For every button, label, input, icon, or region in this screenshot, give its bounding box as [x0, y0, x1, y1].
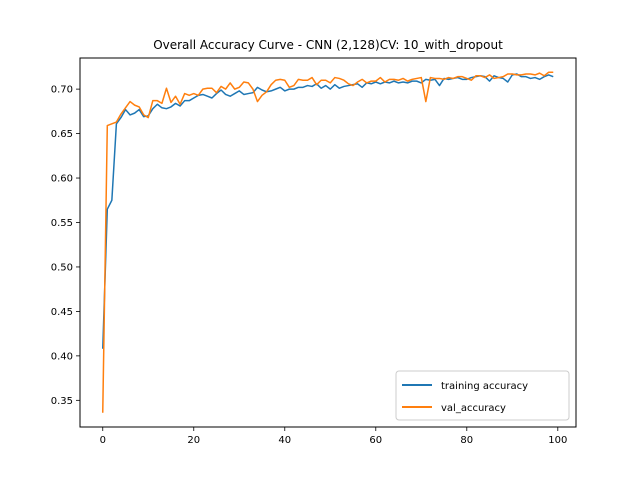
y-tick-label: 0.55 [51, 218, 73, 229]
y-tick-label: 0.50 [51, 262, 73, 273]
x-tick-label: 20 [187, 435, 200, 446]
series-line-val-accuracy [102, 71, 554, 413]
legend-label-training-accuracy: training accuracy [441, 381, 528, 392]
legend-label-val-accuracy: val_accuracy [441, 403, 506, 414]
x-tick-label: 40 [278, 435, 291, 446]
x-tick-label: 0 [100, 435, 106, 446]
x-axis: 0 20 40 60 80 100 [100, 427, 567, 446]
y-tick-label: 0.35 [51, 396, 73, 407]
series-layer [102, 71, 554, 413]
x-tick-label: 60 [369, 435, 382, 446]
y-tick-label: 0.45 [51, 307, 73, 318]
y-tick-label: 0.40 [51, 351, 73, 362]
legend-box [395, 370, 570, 421]
legend: training accuracy val_accuracy [395, 370, 570, 421]
x-tick-label: 100 [548, 435, 567, 446]
x-tick-label: 80 [460, 435, 473, 446]
y-tick-label: 0.70 [51, 85, 73, 96]
chart-title: Overall Accuracy Curve - CNN (2,128)CV: … [153, 38, 503, 52]
y-tick-label: 0.60 [51, 174, 73, 185]
plot-frame [79, 57, 577, 428]
y-tick-label: 0.65 [51, 129, 73, 140]
y-axis: 0.35 0.40 0.45 0.50 0.55 0.60 0.65 0.70 [51, 85, 80, 407]
